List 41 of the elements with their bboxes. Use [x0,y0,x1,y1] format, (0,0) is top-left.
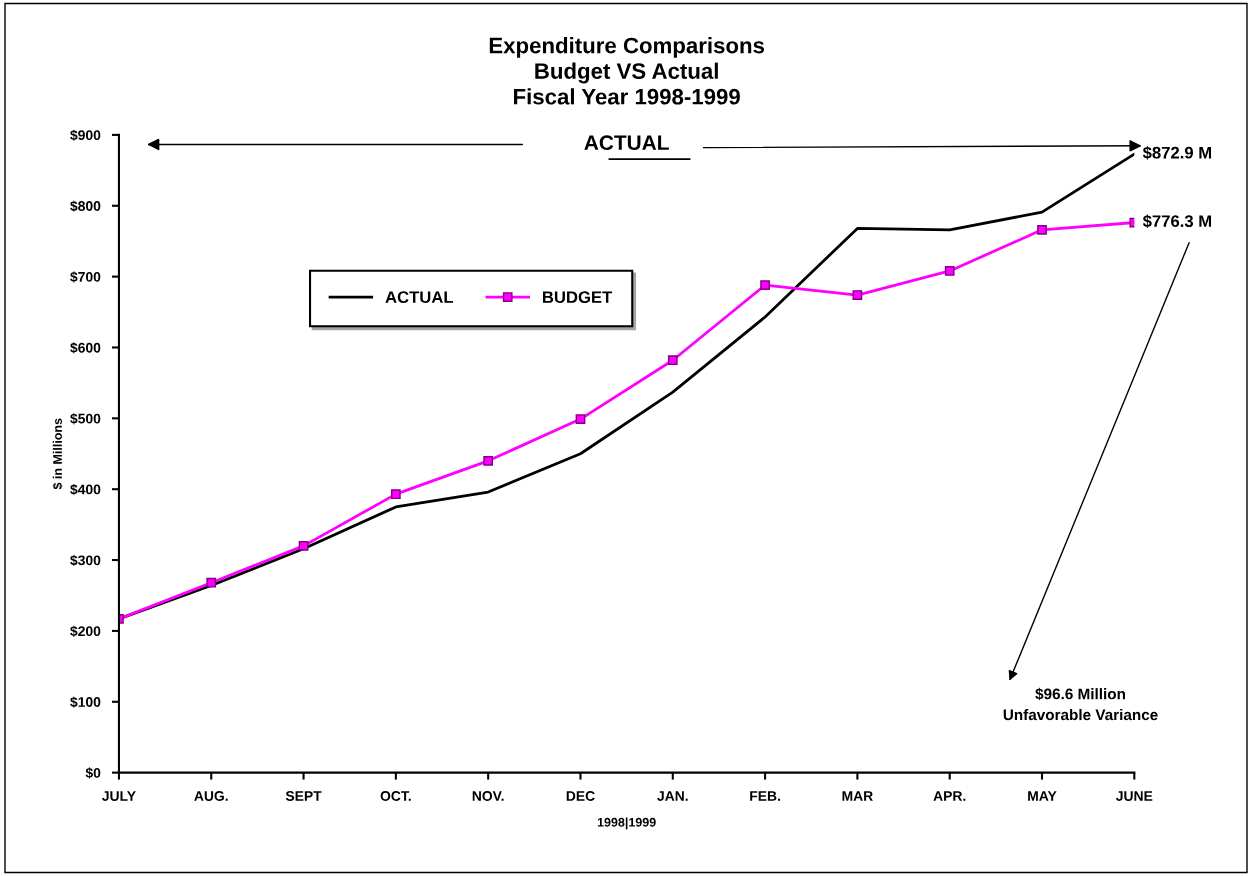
y-tick-label: $600 [70,342,101,354]
y-tick-label: $700 [70,271,101,283]
x-tick-label: APR. [933,791,966,801]
y-tick-label: $100 [70,696,101,708]
point [483,455,494,466]
point [390,489,401,500]
x-axis-title: 1998|1999 [597,817,656,830]
x-tick-label: JAN. [657,791,688,801]
point [760,280,770,290]
y-tick-label: $300 [70,554,101,567]
y-tick-label: $200 [70,625,101,637]
y-tick-label: $900 [70,129,101,141]
x-tick-label: AUG. [194,791,228,801]
y-tick-label: $800 [70,200,101,212]
point [206,577,217,588]
x-tick-label: NOV. [472,791,504,801]
x-tick-label: JULY [102,791,136,801]
point [575,414,586,424]
x-tick-label: FEB. [750,791,780,801]
x-tick-label: MAY [1028,791,1057,801]
point [667,355,678,366]
legend-label: BUDGET [542,291,613,304]
chart-title: Expenditure Comparisons Budget VS Actual Fiscal Year 1998-1999 [489,37,765,105]
annotation: $96.6 Million Unfavorable Variance [1003,687,1158,721]
x-tick-label: SEPT [285,791,322,801]
annotation: $776.3 M [1142,214,1212,229]
x-tick-label: DEC [566,791,595,801]
point [298,541,309,551]
y-tick-label: $500 [70,413,101,425]
annotation: $872.9 M [1142,146,1212,160]
annotation: ACTUAL [584,135,669,151]
legend-label: ACTUAL [385,291,454,304]
point [944,266,955,276]
x-tick-label: OCT. [380,791,411,801]
x-tick-label: MAR [842,791,873,801]
y-axis-title: $ in Millions [52,418,63,490]
x-tick-label: JUNE [1116,791,1153,801]
y-tick-label: $400 [70,483,101,496]
point [1037,224,1047,235]
y-tick-label: $0 [85,767,101,779]
point [852,290,863,300]
